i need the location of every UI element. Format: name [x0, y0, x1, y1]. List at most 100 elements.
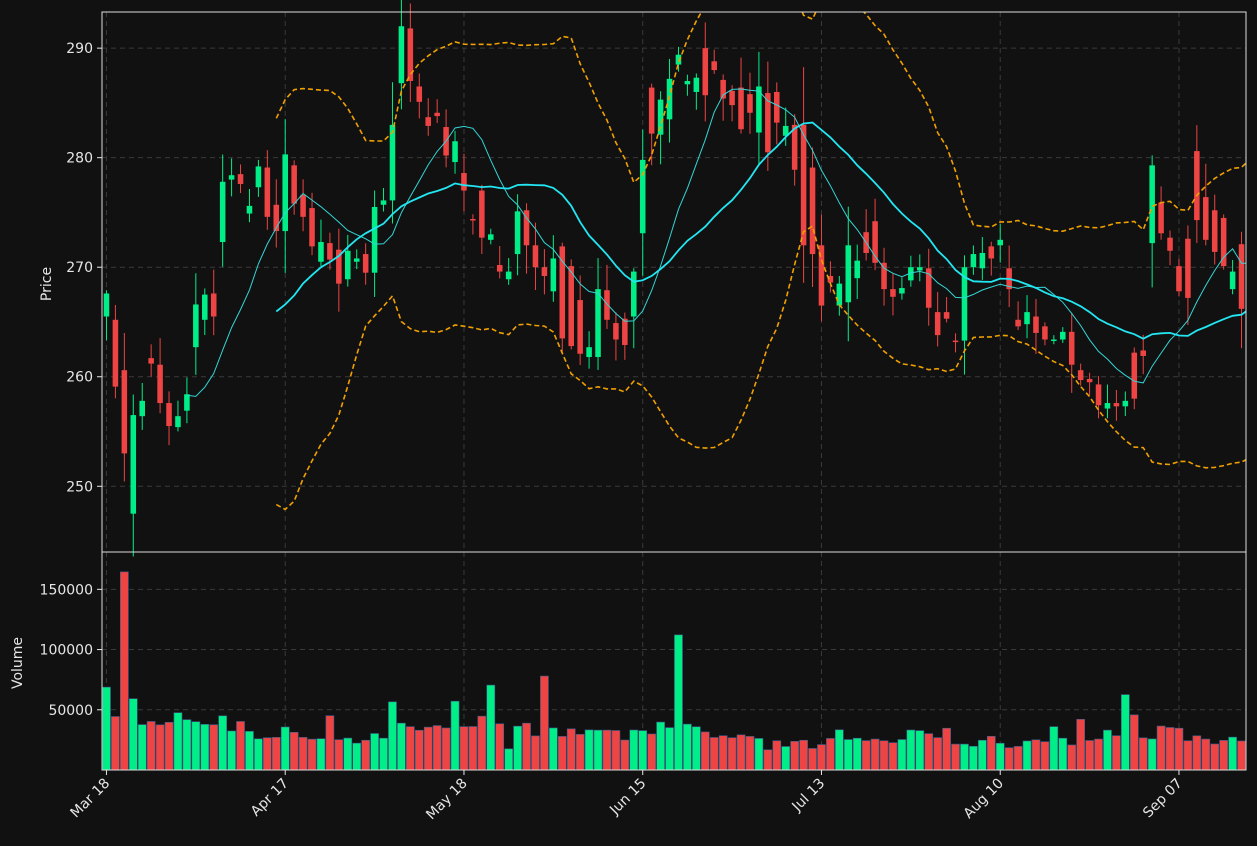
- volume-bar: [933, 737, 942, 771]
- candle-body: [380, 200, 387, 205]
- candle-body: [470, 219, 476, 221]
- volume-bar: [638, 730, 648, 771]
- volume-bar: [1013, 746, 1023, 771]
- volume-bar: [1174, 727, 1184, 771]
- volume-bar: [1121, 694, 1130, 771]
- volume-bar: [736, 734, 746, 771]
- candle-body: [774, 91, 780, 123]
- volume-bar: [423, 726, 433, 771]
- candle-body: [1086, 378, 1093, 383]
- volume-bar: [897, 739, 907, 771]
- volume-bar: [236, 721, 245, 771]
- volume-bar: [137, 724, 147, 771]
- volume-bar: [808, 748, 817, 771]
- volume-bar: [852, 737, 862, 771]
- volume-panel-frame: [101, 551, 1247, 771]
- candle-body: [416, 86, 423, 102]
- volume-bar: [781, 746, 791, 771]
- volume-bar: [817, 744, 826, 771]
- candle-body: [782, 125, 789, 136]
- volume-bar: [861, 740, 871, 771]
- volume-bar: [1138, 737, 1148, 771]
- volume-bar: [414, 729, 424, 771]
- candle-body: [961, 267, 968, 341]
- candle-body: [166, 403, 172, 427]
- candle-body: [488, 234, 494, 240]
- volume-bar: [477, 715, 487, 771]
- volume-bar: [307, 738, 317, 771]
- price-tick-label: 250: [66, 479, 93, 495]
- candle-body: [613, 323, 619, 340]
- volume-bar: [155, 724, 165, 771]
- volume-bar: [879, 740, 889, 771]
- candle-body: [505, 271, 512, 280]
- candle-body: [523, 210, 530, 246]
- volume-bar: [1156, 725, 1166, 771]
- candle-body: [872, 221, 878, 263]
- candle-body: [747, 94, 753, 113]
- candle-body: [309, 208, 315, 247]
- candle-body: [139, 400, 145, 417]
- candle-body: [345, 250, 351, 280]
- candle-body: [514, 211, 521, 255]
- candle-body: [1122, 400, 1129, 407]
- volume-bar: [1129, 714, 1139, 771]
- volume-bar: [361, 739, 370, 771]
- candle-body: [1238, 244, 1245, 309]
- volume-bar: [727, 737, 737, 771]
- candle-body: [997, 239, 1003, 246]
- candle-body: [336, 249, 342, 284]
- volume-bar: [1022, 740, 1032, 771]
- volume-bar: [942, 727, 951, 771]
- volume-bar: [611, 730, 621, 771]
- price-tick-label: 280: [66, 151, 93, 167]
- candle-body: [1015, 319, 1021, 327]
- volume-bar: [1112, 735, 1121, 771]
- band-lower-line: [275, 224, 1246, 511]
- candle-body: [1042, 326, 1048, 340]
- volume-bar: [906, 729, 916, 771]
- volume-bar: [146, 721, 156, 771]
- volume-bar: [298, 737, 308, 771]
- candle-body: [184, 394, 190, 411]
- candle-body: [148, 358, 154, 364]
- volume-bar: [531, 735, 540, 771]
- volume-bar: [549, 727, 558, 771]
- candle-body: [890, 289, 896, 297]
- candle-body: [434, 112, 440, 117]
- volume-bar: [665, 727, 674, 771]
- candle-body: [193, 304, 199, 348]
- volume-bar: [1219, 740, 1228, 771]
- candle-body: [1131, 352, 1138, 399]
- candle-body: [639, 159, 646, 234]
- candle-body: [559, 246, 566, 339]
- volume-bar: [1228, 736, 1237, 771]
- volume-bar: [1076, 718, 1085, 771]
- volume-bar: [700, 731, 710, 771]
- price-axis-label: Price: [39, 267, 55, 301]
- candle-body: [202, 294, 208, 320]
- candle-body: [121, 370, 128, 454]
- volume-bar: [120, 571, 129, 771]
- volume-bar: [1067, 744, 1077, 771]
- candle-body: [595, 289, 601, 358]
- volume-bar: [1210, 743, 1220, 771]
- candle-body: [631, 271, 637, 317]
- volume-bar: [835, 729, 844, 771]
- volume-bar: [245, 731, 254, 771]
- candle-body: [604, 290, 610, 320]
- volume-bar: [1165, 727, 1175, 771]
- volume-bar: [745, 736, 755, 771]
- volume-bar: [709, 737, 719, 771]
- candle-body: [988, 246, 995, 259]
- candle-body: [407, 28, 414, 82]
- candle-body: [1185, 238, 1191, 298]
- volume-bar: [1040, 741, 1050, 771]
- sma-short-line: [186, 88, 1246, 397]
- candle-body: [1104, 403, 1111, 409]
- candle-body: [496, 265, 503, 272]
- candle-body: [657, 99, 664, 135]
- volume-bar: [334, 739, 344, 771]
- candle-body: [237, 174, 244, 184]
- candle-body: [1220, 217, 1227, 267]
